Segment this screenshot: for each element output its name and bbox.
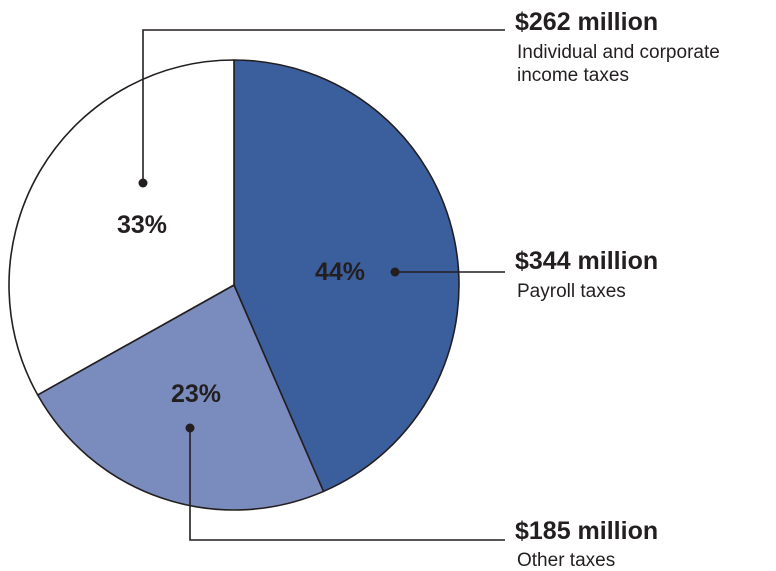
pie-slices: [8, 59, 460, 511]
leader-line-income: [142, 29, 505, 183]
amount-label-income: $262 million: [515, 8, 658, 36]
leader-dot-other: [185, 423, 195, 433]
leader-line-other: [189, 428, 505, 541]
pie-slice-income: [8, 59, 235, 396]
description-label-other: Other taxes: [517, 550, 615, 571]
leader-lines: [138, 29, 505, 541]
percent-label-other: 23%: [171, 380, 221, 408]
description-label-payroll: Payroll taxes: [517, 281, 626, 302]
description-label-income: income taxes: [517, 65, 629, 86]
percent-label-payroll: 44%: [315, 258, 365, 286]
leader-dot-income: [138, 178, 148, 188]
percent-label-income: 33%: [117, 211, 167, 239]
leader-dot-payroll: [390, 267, 400, 277]
pie-slice-other: [36, 284, 325, 511]
description-label-income: Individual and corporate: [517, 42, 720, 63]
slice-labels: 44% $344 million Payroll taxes 23% $185 mill…: [117, 8, 720, 571]
amount-label-payroll: $344 million: [515, 247, 658, 275]
pie-slice-payroll: [233, 59, 460, 493]
amount-label-other: $185 million: [515, 517, 658, 545]
